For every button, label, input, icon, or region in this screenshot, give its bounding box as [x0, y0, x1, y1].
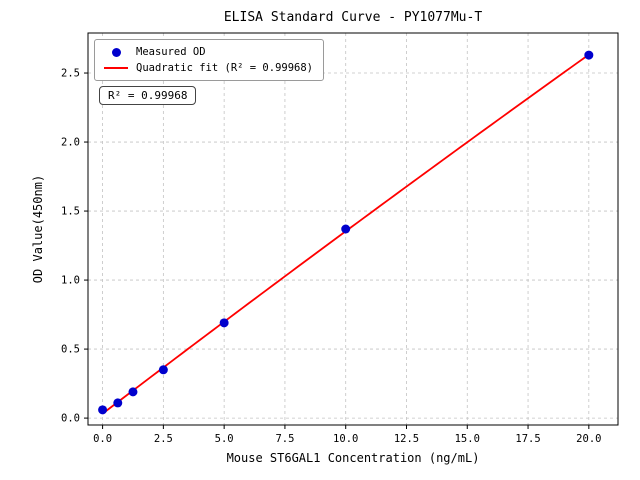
- y-tick-labels: 0.0 0.5 1.0 1.5 2.0 2.5: [61, 68, 88, 425]
- legend-item-measured-od: Measured OD: [103, 46, 313, 58]
- legend-item-quadratic-fit: Quadratic fit (R² = 0.99968): [103, 62, 313, 74]
- svg-text:0.5: 0.5: [61, 344, 80, 356]
- x-axis-label: Mouse ST6GAL1 Concentration (ng/mL): [226, 451, 480, 465]
- legend-label-quadratic-fit: Quadratic fit (R² = 0.99968): [136, 62, 314, 74]
- grid-lines: [88, 33, 618, 425]
- svg-text:2.0: 2.0: [61, 137, 80, 149]
- data-points: [98, 50, 594, 415]
- svg-text:7.5: 7.5: [275, 433, 294, 445]
- line-marker-icon: [103, 67, 129, 69]
- svg-text:0.0: 0.0: [61, 413, 80, 425]
- svg-text:10.0: 10.0: [333, 433, 358, 445]
- svg-text:0.0: 0.0: [93, 433, 112, 445]
- svg-text:12.5: 12.5: [394, 433, 419, 445]
- legend-label-measured-od: Measured OD: [136, 46, 206, 58]
- svg-text:5.0: 5.0: [215, 433, 234, 445]
- svg-text:15.0: 15.0: [455, 433, 480, 445]
- svg-text:1.5: 1.5: [61, 206, 80, 218]
- svg-text:2.5: 2.5: [61, 68, 80, 80]
- x-tick-labels: 0.0 2.5 5.0 7.5 10.0 12.5 15.0 17.5 20.0: [93, 425, 601, 445]
- svg-text:17.5: 17.5: [515, 433, 540, 445]
- svg-text:1.0: 1.0: [61, 275, 80, 287]
- scatter-marker-icon: [103, 47, 129, 57]
- svg-text:2.5: 2.5: [154, 433, 173, 445]
- legend: Measured OD Quadratic fit (R² = 0.99968): [94, 39, 325, 81]
- axes-frame: [87, 32, 619, 426]
- r-squared-annotation: R² = 0.99968: [99, 86, 197, 105]
- chart-title: ELISA Standard Curve - PY1077Mu-T: [223, 10, 483, 25]
- y-axis-label: OD Value(450nm): [31, 174, 45, 284]
- svg-text:20.0: 20.0: [576, 433, 601, 445]
